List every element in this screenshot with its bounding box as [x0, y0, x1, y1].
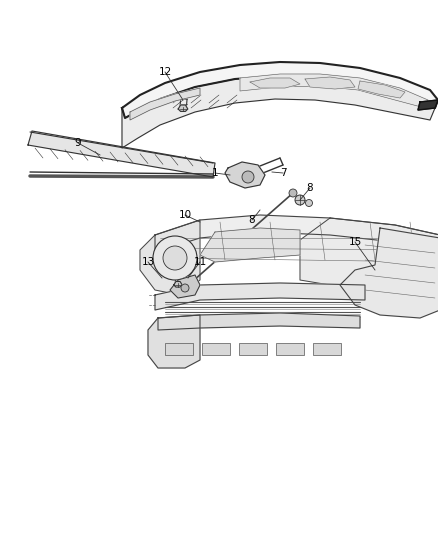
Circle shape [294, 195, 304, 205]
Text: 8: 8 [306, 183, 313, 193]
Circle shape [241, 171, 254, 183]
Polygon shape [178, 105, 187, 111]
Polygon shape [200, 228, 299, 262]
Polygon shape [225, 162, 265, 188]
Polygon shape [173, 281, 182, 287]
Polygon shape [130, 88, 200, 120]
Polygon shape [240, 74, 427, 108]
Polygon shape [339, 228, 438, 318]
Text: 10: 10 [178, 210, 191, 220]
Polygon shape [158, 313, 359, 330]
Polygon shape [155, 283, 364, 310]
Polygon shape [28, 131, 215, 177]
Polygon shape [299, 218, 438, 295]
Text: 11: 11 [193, 257, 206, 267]
Circle shape [288, 189, 297, 197]
Circle shape [180, 284, 189, 292]
Text: 1: 1 [211, 168, 218, 178]
Polygon shape [122, 76, 434, 148]
Polygon shape [122, 62, 437, 118]
Bar [201, 343, 230, 355]
Text: 15: 15 [348, 237, 361, 247]
Polygon shape [357, 81, 404, 98]
Polygon shape [304, 77, 354, 89]
Circle shape [153, 236, 197, 280]
Polygon shape [148, 315, 200, 368]
Bar [238, 343, 266, 355]
Circle shape [305, 199, 312, 206]
Text: 13: 13 [141, 257, 154, 267]
Text: 7: 7 [279, 168, 286, 178]
Polygon shape [417, 100, 437, 110]
Text: 9: 9 [74, 138, 81, 148]
Polygon shape [249, 78, 299, 88]
Polygon shape [140, 220, 200, 295]
Text: 12: 12 [158, 67, 171, 77]
Bar [276, 343, 303, 355]
Bar [165, 343, 193, 355]
Bar [312, 343, 340, 355]
Text: 8: 8 [248, 215, 255, 225]
Circle shape [162, 246, 187, 270]
Polygon shape [170, 275, 200, 298]
Polygon shape [155, 215, 438, 252]
